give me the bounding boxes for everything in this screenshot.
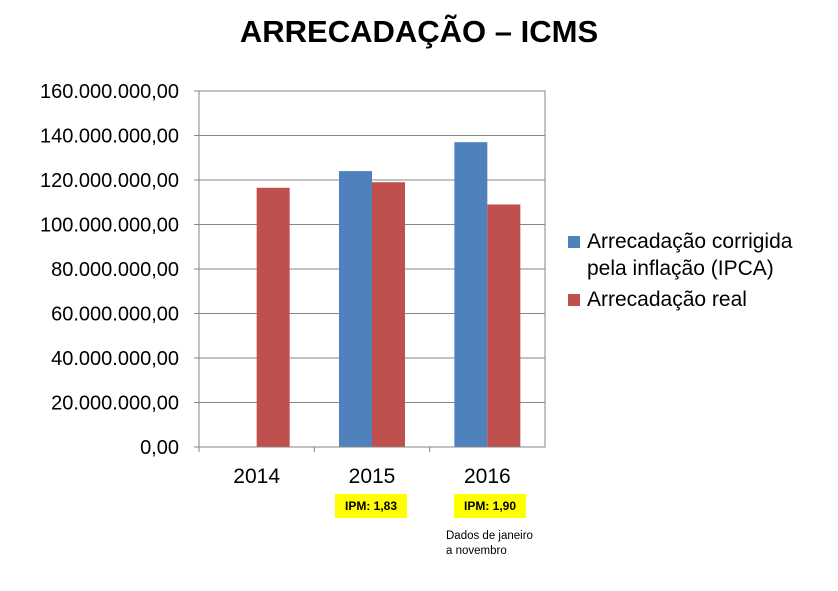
legend-item-corrigida: Arrecadação corrigida pela inflação (IPC… (568, 228, 833, 282)
y-tick-label: 60.000.000,00 (51, 304, 179, 326)
y-tick-label: 40.000.000,00 (51, 348, 179, 370)
y-tick-label: 0,00 (140, 437, 179, 459)
x-axis-labels: 2014 2015 2016 (198, 447, 511, 488)
plot-frame (198, 90, 546, 448)
legend-swatch-blue (568, 236, 580, 248)
y-tick-label: 160.000.000,00 (40, 81, 179, 103)
legend-label-real: Arrecadação real (587, 288, 747, 311)
y-tick-label: 20.000.000,00 (51, 393, 179, 415)
ipm-badge-2015: IPM: 1,83 (335, 494, 407, 518)
bar-2015-series-1 (372, 182, 405, 447)
x-tick-label: 2015 (349, 465, 396, 488)
ipm-badge-2016: IPM: 1,90 (454, 494, 526, 518)
bars (256, 142, 521, 448)
bar-2014-series-1 (256, 187, 290, 447)
legend-item-real: Arrecadação real (568, 286, 833, 313)
y-axis-ticks: 0,00 20.000.000,00 40.000.000,00 60.000.000… (40, 81, 199, 459)
legend-label-corrigida: Arrecadação corrigida pela inflação (IPC… (587, 230, 793, 280)
chart-title: ARRECADAÇÃO – ICMS (239, 14, 599, 49)
x-tick-label: 2016 (464, 465, 511, 488)
y-tick-label: 100.000.000,00 (40, 215, 179, 237)
y-tick-label: 80.000.000,00 (51, 259, 179, 281)
x-tick-label: 2014 (233, 465, 280, 488)
legend-swatch-red (568, 294, 580, 306)
legend: Arrecadação corrigida pela inflação (IPC… (568, 228, 833, 317)
bar-2015-series-0 (339, 171, 372, 447)
note-2016: Dados de janeiro a novembro (446, 530, 533, 557)
bar-2016-series-1 (487, 204, 521, 447)
y-tick-label: 120.000.000,00 (40, 170, 179, 192)
y-tick-label: 140.000.000,00 (40, 126, 179, 148)
bar-2016-series-0 (454, 142, 488, 448)
